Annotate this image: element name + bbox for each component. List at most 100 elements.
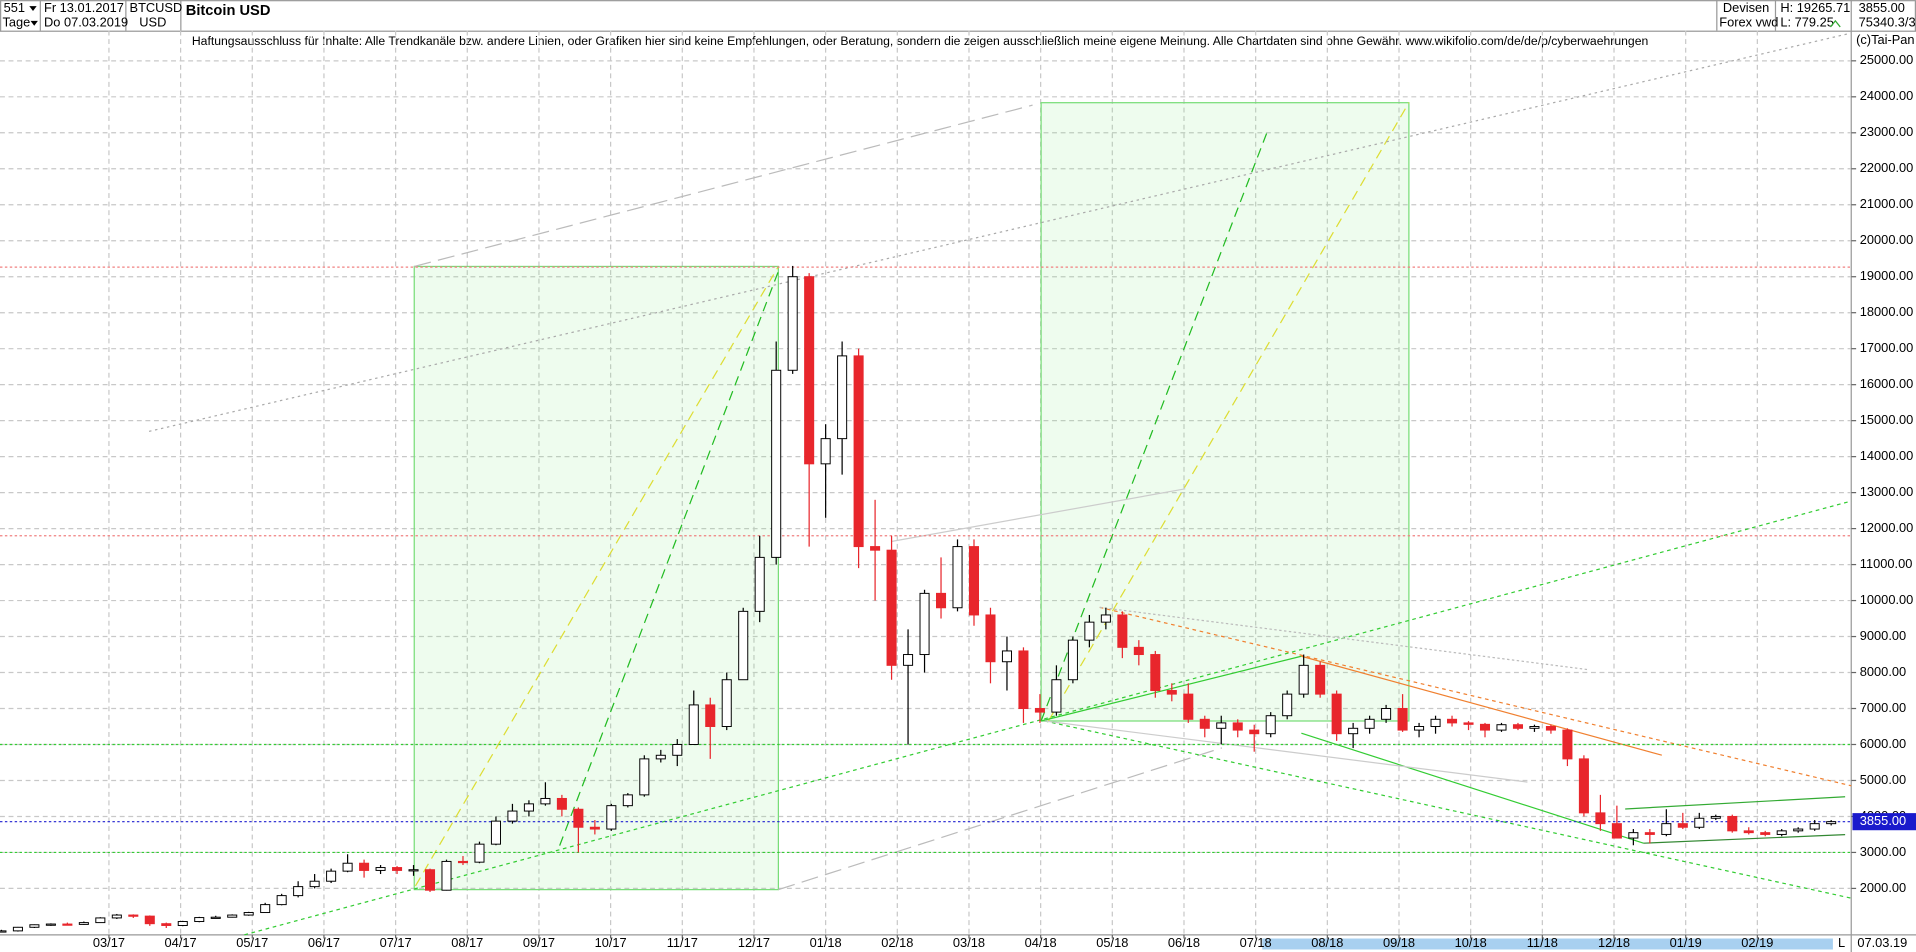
candle-body (985, 614, 996, 663)
candle-body (1414, 726, 1425, 731)
candle-body (655, 754, 666, 760)
candle-body (12, 926, 23, 932)
candle-body (161, 923, 172, 926)
candle-body (622, 794, 633, 807)
candle-body (1084, 621, 1095, 641)
candle-body (1562, 729, 1573, 760)
y-tick-label: 12000.00 (1860, 520, 1914, 535)
candle-body (1216, 722, 1227, 729)
y-tick-label: 15000.00 (1860, 412, 1914, 427)
candle-body (359, 862, 370, 871)
candle-body (919, 592, 930, 656)
drawings (148, 32, 1852, 936)
candle-body (62, 923, 73, 926)
candle-body (1776, 830, 1787, 835)
x-tick-label: 06/18 (1168, 935, 1200, 950)
x-tick-label: 05/18 (1096, 935, 1128, 950)
candle-body (1331, 693, 1342, 735)
y-tick-label: 10000.00 (1860, 592, 1914, 607)
candle-body (1265, 715, 1276, 735)
candle-body (1282, 693, 1293, 717)
candle-body (540, 797, 551, 805)
candle-body (441, 860, 452, 891)
candle-body (1315, 664, 1326, 695)
candle-body (457, 860, 469, 864)
dropdown-arrow[interactable] (30, 20, 38, 26)
candle-body (111, 914, 122, 919)
candle-body (886, 549, 897, 666)
candle-body (1727, 815, 1738, 832)
last-price-label: 3855.00 (1860, 813, 1906, 828)
high-text: H: 19265.71 (1780, 0, 1850, 15)
y-tick-label: 13000.00 (1860, 484, 1914, 499)
candle-body (424, 869, 436, 891)
candle-body (1249, 729, 1260, 735)
x-tick-label: 11/17 (667, 935, 698, 950)
y-tick-label: 16000.00 (1860, 376, 1914, 391)
trend-line (1643, 834, 1846, 844)
candle-body (738, 610, 749, 681)
dropdown-arrow[interactable] (29, 6, 37, 12)
candle-body (1001, 650, 1012, 663)
candle-body (589, 826, 600, 830)
end-date: Do 07.03.2019 (44, 15, 128, 30)
candle-body (1100, 614, 1111, 623)
candle-body (672, 744, 683, 756)
candle-body (1447, 718, 1458, 724)
candle-body (490, 820, 501, 845)
candle-body (0, 930, 7, 933)
x-tick-label: 02/19 (1741, 935, 1773, 950)
y-tick-label: 5000.00 (1860, 772, 1906, 787)
candle-body (177, 921, 188, 926)
y-tick-label: 22000.00 (1860, 160, 1914, 175)
x-tick-label: 09/18 (1383, 935, 1415, 950)
trend-line (778, 747, 1223, 891)
trend-line (559, 271, 779, 846)
candle-body (1743, 830, 1754, 834)
currency: USD (139, 15, 166, 30)
candle-body (952, 546, 963, 609)
candle-body (771, 369, 782, 558)
candle-body (639, 758, 650, 796)
candles (0, 265, 1837, 933)
volume-text: 75340.3/3 (1859, 15, 1916, 30)
y-tick-label: 24000.00 (1860, 88, 1914, 103)
period-count[interactable]: 551 (4, 0, 25, 15)
candle-body (1512, 724, 1523, 729)
candle-body (1381, 708, 1392, 720)
trend-line (414, 104, 1033, 268)
candle-body (606, 805, 617, 830)
start-date: Fr 13.01.2017 (44, 0, 124, 15)
candle-body (1479, 723, 1491, 731)
x-tick-label: 04/17 (165, 935, 197, 950)
candle-body (194, 917, 205, 923)
trend-line (1301, 732, 1644, 844)
x-tick-label: 03/17 (93, 935, 125, 950)
candle-body (936, 592, 947, 609)
candle-body (1826, 821, 1837, 825)
candle-body (1397, 708, 1408, 731)
scroll-range[interactable] (1262, 938, 1833, 950)
x-tick-label: 12/18 (1598, 935, 1630, 950)
x-tick-label: 06/17 (308, 935, 340, 950)
source: Forex vwd (1719, 15, 1778, 30)
candle-body (721, 679, 732, 727)
candle-body (29, 924, 40, 928)
period-unit[interactable]: Tage (2, 15, 30, 30)
end-axis-label: 07.03.19 (1857, 935, 1907, 950)
x-tick-label: 08/17 (451, 935, 483, 950)
copyright: (c)Tai-Pan (1856, 32, 1914, 47)
trend-line (1044, 720, 1528, 783)
x-tick-label: 10/18 (1455, 935, 1487, 950)
candle-body (1034, 708, 1045, 713)
x-tick-label: 09/17 (523, 935, 555, 950)
candle-body (1661, 823, 1672, 835)
y-tick-label: 17000.00 (1860, 340, 1914, 355)
candle-body (1578, 758, 1589, 814)
candle-body (1051, 679, 1062, 713)
y-tick-label: 3000.00 (1860, 844, 1906, 859)
chart-title: Bitcoin USD (186, 3, 271, 19)
candle-body (309, 880, 320, 888)
